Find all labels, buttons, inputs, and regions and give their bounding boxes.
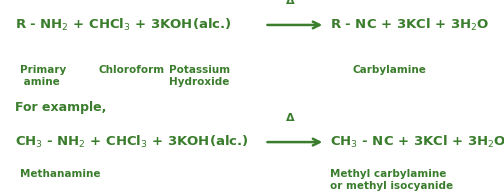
Text: Primary
 amine: Primary amine	[20, 65, 67, 87]
Text: Methanamine: Methanamine	[20, 169, 101, 179]
Text: Methyl carbylamine
or methyl isocyanide: Methyl carbylamine or methyl isocyanide	[330, 169, 453, 190]
Text: CH$_3$ - NH$_2$ + CHCl$_3$ + 3KOH(alc.): CH$_3$ - NH$_2$ + CHCl$_3$ + 3KOH(alc.)	[15, 134, 248, 150]
Text: Potassium
Hydroxide: Potassium Hydroxide	[169, 65, 230, 87]
Text: For example,: For example,	[15, 101, 106, 114]
Text: R - NC + 3KCl + 3H$_2$O: R - NC + 3KCl + 3H$_2$O	[330, 17, 489, 33]
Text: Δ: Δ	[285, 0, 294, 6]
Text: Chloroform: Chloroform	[98, 65, 164, 75]
Text: R - NH$_2$ + CHCl$_3$ + 3KOH(alc.): R - NH$_2$ + CHCl$_3$ + 3KOH(alc.)	[15, 17, 232, 33]
Text: Carbylamine: Carbylamine	[353, 65, 427, 75]
Text: CH$_3$ - NC + 3KCl + 3H$_2$O: CH$_3$ - NC + 3KCl + 3H$_2$O	[330, 134, 504, 150]
Text: Δ: Δ	[285, 113, 294, 123]
